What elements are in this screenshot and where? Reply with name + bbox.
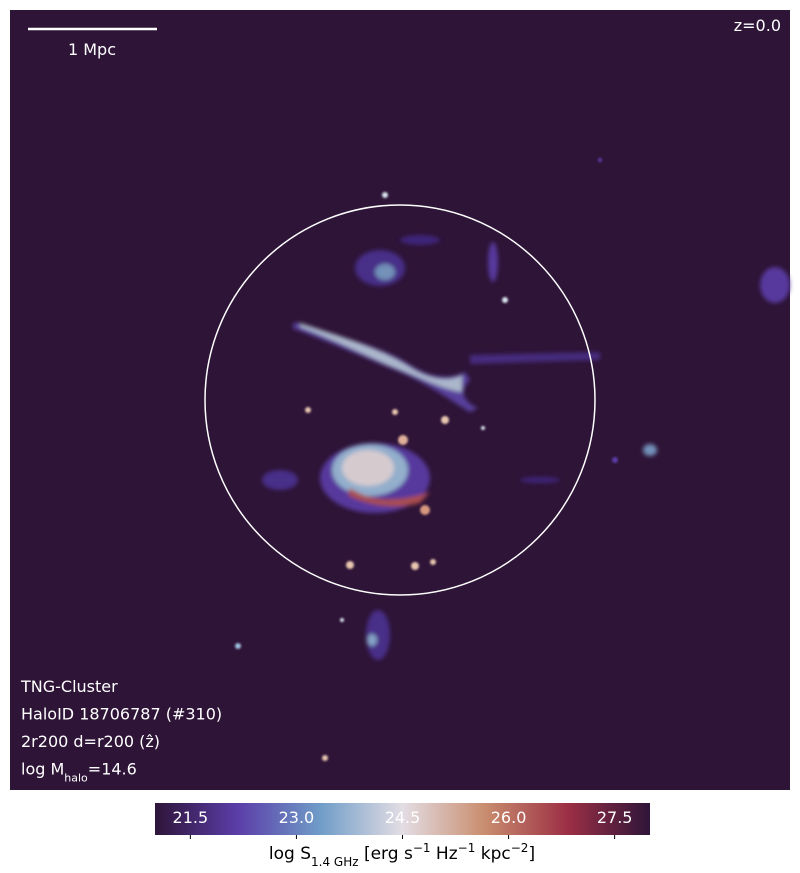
- annotation: 2r200 d=r200 (ẑ): [21, 732, 160, 751]
- annotations: TNG-Cluster HaloID 18706787 (#310) 2r200 d…: [20, 677, 222, 784]
- colorbar-tick-label: 24.5: [385, 808, 421, 827]
- colorbar-label: log S1.4 GHz [erg s−1 Hz−1 kpc−2]: [269, 841, 535, 869]
- colorbar-ticks: 21.5 23.0 24.5 26.0 27.5: [173, 808, 633, 839]
- text-part: ]: [528, 844, 535, 864]
- text-part: 1.4 GHz: [311, 855, 359, 869]
- text-part: log M: [21, 760, 64, 779]
- text-part: HaloID 18706787 (#310): [21, 705, 222, 724]
- text-part: 2r200 d=r200 (ẑ): [21, 732, 160, 751]
- colorbar-tick-label: 21.5: [173, 808, 209, 827]
- text-part: kpc: [475, 844, 510, 864]
- text-part: log S: [269, 844, 311, 864]
- scale-bar-label: 1 Mpc: [68, 40, 116, 59]
- text-part: halo: [64, 771, 88, 784]
- text-part: −1: [413, 841, 431, 855]
- redshift-label: z=0.0: [734, 16, 781, 35]
- text-part: [erg s: [359, 844, 413, 864]
- text-part: =14.6: [88, 760, 137, 779]
- colorbar-tick-label: 23.0: [279, 808, 315, 827]
- text-part: Hz: [431, 844, 458, 864]
- text-part: TNG-Cluster: [20, 677, 118, 696]
- colorbar-tick-label: 26.0: [491, 808, 527, 827]
- colorbar-tick-label: 27.5: [597, 808, 633, 827]
- annotation: HaloID 18706787 (#310): [21, 705, 222, 724]
- r200-circle: [204, 204, 596, 596]
- annotation: log Mhalo=14.6: [21, 760, 137, 785]
- annotation: TNG-Cluster: [20, 677, 118, 696]
- emission: [235, 158, 790, 761]
- map-panel: [10, 10, 790, 790]
- colorbar: [155, 803, 650, 835]
- text-part: −1: [458, 841, 476, 855]
- text-part: −2: [511, 841, 529, 855]
